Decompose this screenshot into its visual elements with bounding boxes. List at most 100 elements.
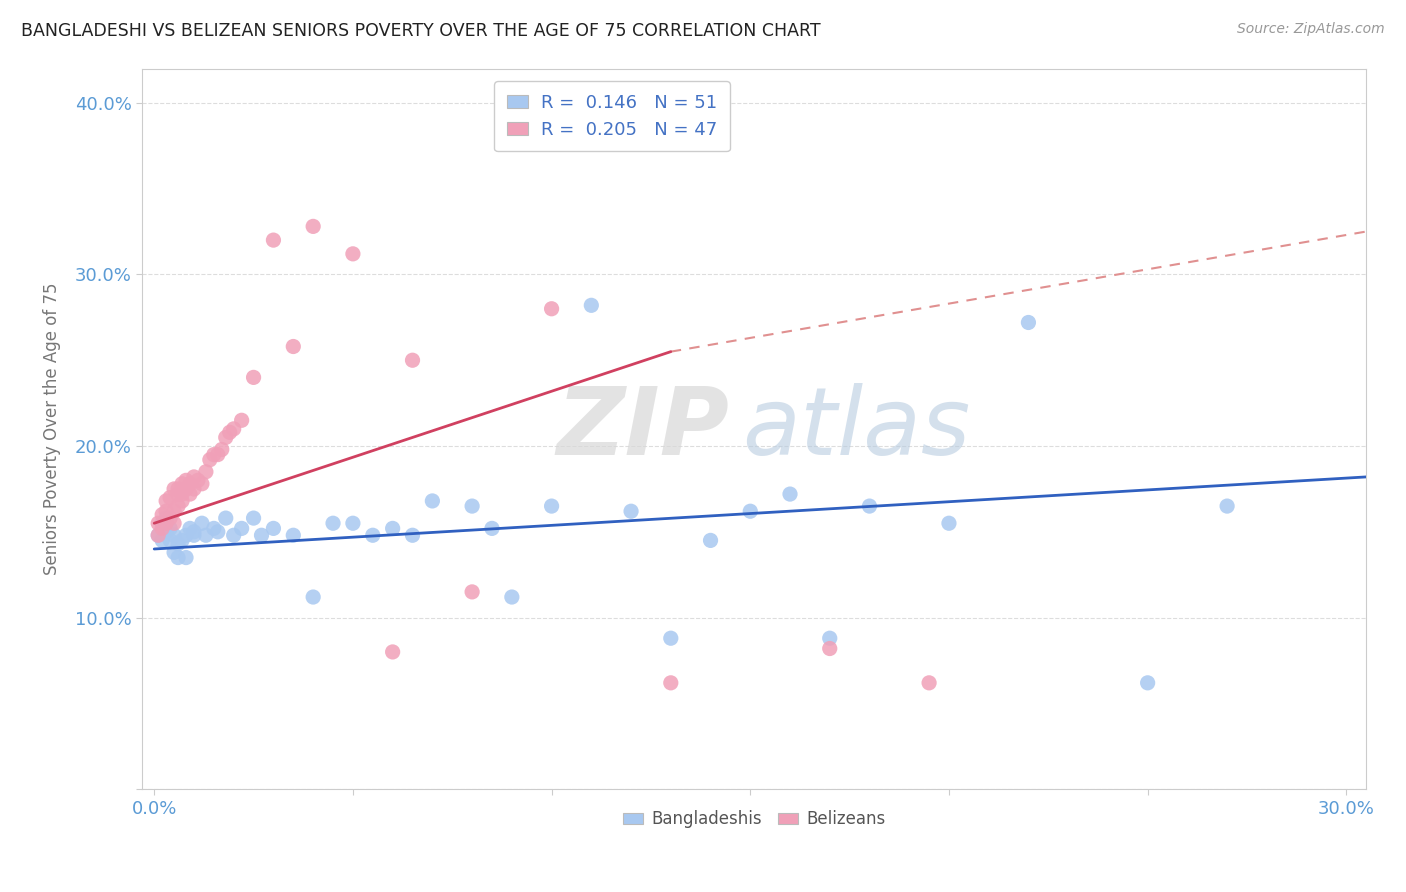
Point	[401, 353, 423, 368]
Text: atlas: atlas	[742, 384, 970, 475]
Point	[302, 219, 325, 234]
Point	[163, 528, 186, 542]
Point	[207, 524, 229, 539]
Y-axis label: Seniors Poverty Over the Age of 75: Seniors Poverty Over the Age of 75	[44, 283, 60, 575]
Point	[191, 516, 214, 531]
Point	[159, 511, 181, 525]
Point	[150, 508, 173, 522]
Point	[381, 645, 404, 659]
Point	[342, 516, 364, 531]
Point	[283, 339, 305, 353]
Point	[581, 298, 603, 312]
Point	[242, 511, 264, 525]
Point	[183, 524, 205, 539]
Point	[207, 448, 229, 462]
Point	[163, 516, 186, 531]
Point	[322, 516, 344, 531]
Point	[163, 482, 186, 496]
Point	[183, 470, 205, 484]
Point	[150, 521, 173, 535]
Point	[818, 641, 841, 656]
Point	[179, 476, 201, 491]
Point	[222, 422, 245, 436]
Point	[215, 430, 238, 444]
Point	[163, 504, 186, 518]
Text: Source: ZipAtlas.com: Source: ZipAtlas.com	[1237, 22, 1385, 37]
Point	[155, 494, 177, 508]
Point	[159, 521, 181, 535]
Point	[167, 499, 190, 513]
Point	[659, 676, 682, 690]
Point	[170, 533, 193, 548]
Point	[155, 504, 177, 518]
Point	[155, 524, 177, 539]
Point	[481, 521, 503, 535]
Point	[242, 370, 264, 384]
Point	[361, 528, 384, 542]
Point	[155, 516, 177, 531]
Point	[818, 631, 841, 645]
Point	[218, 425, 240, 440]
Point	[938, 516, 960, 531]
Point	[155, 511, 177, 525]
Point	[283, 528, 305, 542]
Point	[174, 550, 197, 565]
Point	[167, 482, 190, 496]
Point	[150, 516, 173, 531]
Point	[148, 516, 170, 531]
Point	[183, 528, 205, 542]
Point	[174, 474, 197, 488]
Point	[501, 590, 523, 604]
Point	[858, 499, 880, 513]
Point	[183, 482, 205, 496]
Point	[918, 676, 941, 690]
Point	[342, 247, 364, 261]
Point	[262, 233, 284, 247]
Point	[159, 533, 181, 548]
Point	[222, 528, 245, 542]
Point	[163, 545, 186, 559]
Point	[461, 585, 484, 599]
Point	[211, 442, 233, 457]
Point	[194, 528, 217, 542]
Text: ZIP: ZIP	[557, 383, 730, 475]
Point	[659, 631, 682, 645]
Text: BANGLADESHI VS BELIZEAN SENIORS POVERTY OVER THE AGE OF 75 CORRELATION CHART: BANGLADESHI VS BELIZEAN SENIORS POVERTY …	[21, 22, 821, 40]
Point	[302, 590, 325, 604]
Point	[179, 521, 201, 535]
Point	[167, 487, 190, 501]
Point	[1216, 499, 1239, 513]
Point	[422, 494, 444, 508]
Point	[194, 465, 217, 479]
Point	[170, 494, 193, 508]
Point	[779, 487, 801, 501]
Point	[231, 413, 253, 427]
Point	[262, 521, 284, 535]
Point	[170, 487, 193, 501]
Point	[381, 521, 404, 535]
Point	[401, 528, 423, 542]
Point	[174, 482, 197, 496]
Point	[1017, 316, 1039, 330]
Point	[540, 499, 562, 513]
Point	[174, 528, 197, 542]
Legend: Bangladeshis, Belizeans: Bangladeshis, Belizeans	[616, 804, 893, 835]
Point	[250, 528, 273, 542]
Point	[191, 476, 214, 491]
Point	[620, 504, 643, 518]
Point	[202, 521, 225, 535]
Point	[148, 528, 170, 542]
Point	[215, 511, 238, 525]
Point	[198, 452, 221, 467]
Point	[179, 487, 201, 501]
Point	[167, 537, 190, 551]
Point	[167, 550, 190, 565]
Point	[187, 474, 209, 488]
Point	[150, 533, 173, 548]
Point	[231, 521, 253, 535]
Point	[699, 533, 721, 548]
Point	[740, 504, 762, 518]
Point	[148, 528, 170, 542]
Point	[202, 448, 225, 462]
Point	[461, 499, 484, 513]
